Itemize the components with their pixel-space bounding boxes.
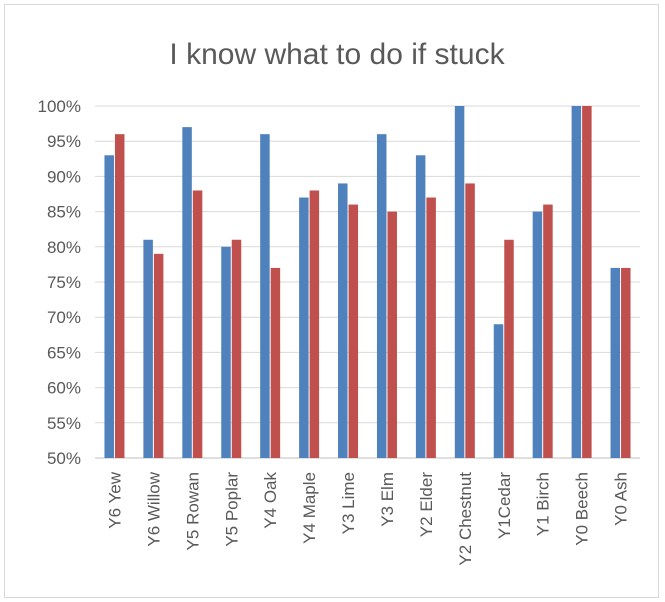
bar xyxy=(376,134,387,458)
bar xyxy=(582,106,592,458)
bar-series xyxy=(104,106,631,459)
bar xyxy=(571,106,582,458)
x-tick-label: Y3 Elm xyxy=(378,472,397,527)
bar xyxy=(493,324,504,458)
bar xyxy=(415,155,426,458)
x-tick-label: Y0 Ash xyxy=(612,472,631,526)
y-tick-label: 95% xyxy=(47,132,81,151)
bar xyxy=(465,183,475,458)
bar xyxy=(387,211,397,458)
x-tick-label: Y0 Beech xyxy=(573,472,592,546)
y-tick-label: 90% xyxy=(47,167,81,186)
chart-title: I know what to do if stuck xyxy=(169,38,505,71)
bar xyxy=(532,211,543,458)
bar xyxy=(231,239,242,458)
y-tick-label: 65% xyxy=(47,343,81,362)
bar xyxy=(610,267,621,458)
x-tick-label: Y3 Lime xyxy=(339,472,358,534)
bar xyxy=(621,267,631,458)
x-tick-label: Y6 Willow xyxy=(144,471,163,546)
x-tick-label: Y6 Yew xyxy=(105,471,124,528)
bar xyxy=(221,246,231,458)
bar xyxy=(338,183,348,458)
y-tick-label: 85% xyxy=(47,203,81,222)
x-tick-label: Y4 Oak xyxy=(261,472,280,529)
bar xyxy=(454,106,465,458)
bar xyxy=(504,239,514,458)
bar xyxy=(182,127,192,459)
bar xyxy=(299,197,309,458)
x-axis-labels: Y6 Yew Y6 Willow Y5 Rowan Y5 Poplar Y4 Oak Y4… xyxy=(105,471,630,565)
x-tick-label: Y1 Birch xyxy=(534,472,553,536)
bar xyxy=(348,204,359,458)
x-tick-label: Y5 Rowan xyxy=(183,472,202,550)
y-tick-label: 70% xyxy=(47,308,81,327)
y-tick-label: 50% xyxy=(47,449,81,468)
y-tick-label: 60% xyxy=(47,379,81,398)
y-tick-label: 75% xyxy=(47,273,81,292)
y-axis-ticks: 50% 55% 60% 65% 70% 75% 80% 85% 90% 95% 100% xyxy=(38,97,81,468)
bar xyxy=(260,134,270,458)
bar xyxy=(309,190,320,459)
x-tick-label: Y4 Maple xyxy=(300,472,319,544)
bar xyxy=(114,134,125,458)
y-tick-label: 55% xyxy=(47,414,81,433)
bar xyxy=(270,267,281,458)
y-tick-label: 100% xyxy=(38,97,81,116)
bar xyxy=(192,190,203,459)
gridlines xyxy=(95,105,640,459)
bar xyxy=(104,155,114,458)
bar xyxy=(143,239,153,458)
x-tick-label: Y2 Elder xyxy=(417,472,436,538)
x-tick-label: Y1Cedar xyxy=(495,472,514,539)
y-tick-label: 80% xyxy=(47,238,81,257)
x-tick-label: Y2 Chestnut xyxy=(456,472,475,566)
bar xyxy=(426,197,436,458)
x-tick-label: Y5 Poplar xyxy=(222,472,241,547)
bar xyxy=(153,253,164,458)
bar xyxy=(543,204,553,458)
